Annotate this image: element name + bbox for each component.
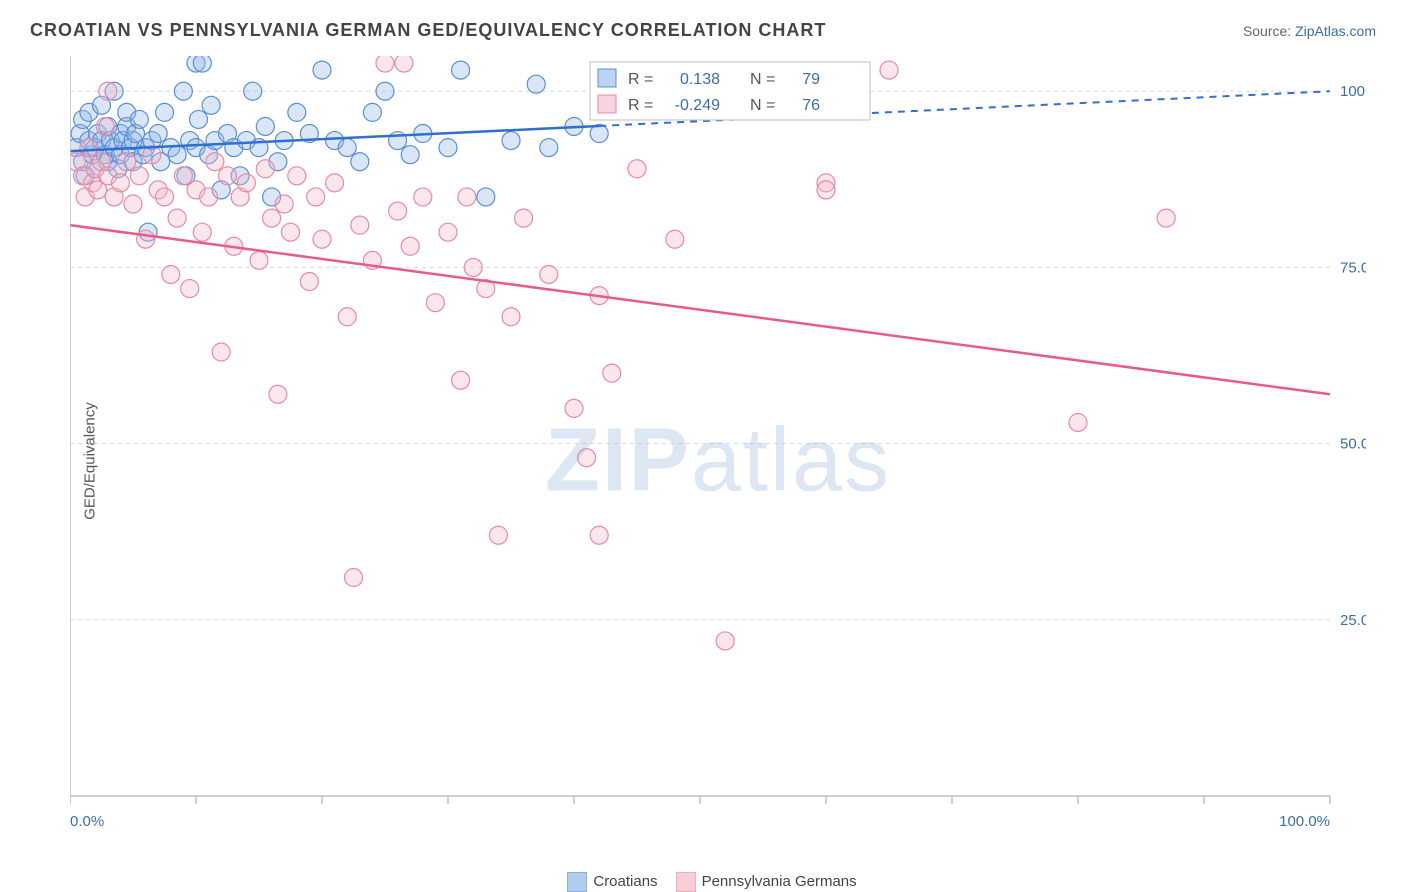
svg-text:0.0%: 0.0% (70, 813, 104, 830)
svg-text:-0.249: -0.249 (675, 97, 720, 114)
legend-label: Pennsylvania Germans (702, 873, 857, 890)
legend-swatch (676, 872, 696, 892)
svg-text:R =: R = (628, 71, 653, 88)
bottom-legend: Croatians Pennsylvania Germans (0, 872, 1406, 892)
svg-text:N =: N = (750, 71, 775, 88)
svg-text:25.0%: 25.0% (1340, 612, 1366, 629)
svg-text:100.0%: 100.0% (1279, 813, 1330, 830)
y-axis-label: GED/Equivalency (82, 402, 99, 520)
source-link[interactable]: ZipAtlas.com (1295, 23, 1376, 39)
chart-title: CROATIAN VS PENNSYLVANIA GERMAN GED/EQUI… (30, 20, 826, 41)
svg-text:75.0%: 75.0% (1340, 259, 1366, 276)
svg-text:50.0%: 50.0% (1340, 436, 1366, 453)
legend-swatch (567, 872, 587, 892)
scatter-chart: 25.0% 50.0% 75.0% 100.0% 0.0% 100.0% R = 0.138 N… (70, 56, 1366, 866)
svg-text:0.138: 0.138 (680, 71, 720, 88)
source-attribution: Source: ZipAtlas.com (1243, 23, 1376, 39)
svg-text:79: 79 (802, 71, 820, 88)
svg-text:N =: N = (750, 97, 775, 114)
svg-text:100.0%: 100.0% (1340, 83, 1366, 100)
legend-label: Croatians (593, 873, 657, 890)
svg-text:R =: R = (628, 97, 653, 114)
source-label: Source: (1243, 23, 1295, 39)
chart-container: GED/Equivalency 25.0% 50.0% 75.0% 100.0% 0.0… (70, 56, 1366, 866)
svg-text:76: 76 (802, 97, 820, 114)
